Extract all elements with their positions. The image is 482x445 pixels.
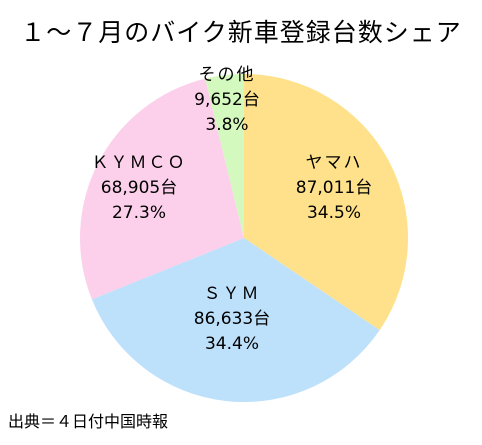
pie-slice-1 bbox=[244, 74, 408, 331]
pie-slice-3 bbox=[79, 78, 244, 300]
pie-labels: ヤマハ 87,011台 34.5% ＳＹＭ 86,633台 34.4% ＫＹＭＣＯ 68,90… bbox=[92, 65, 373, 354]
slice-units-label: 87,011台 bbox=[296, 178, 372, 198]
source-note: 出典＝４日付中国時報 bbox=[8, 412, 169, 431]
pie-slice-2 bbox=[91, 238, 380, 402]
slice-units-label: 9,652台 bbox=[194, 90, 260, 110]
slice-percent-label: 34.4% bbox=[205, 334, 259, 354]
slice-percent-label: 34.5% bbox=[307, 203, 361, 223]
slice-units-label: 86,633台 bbox=[194, 309, 270, 329]
pie-slices bbox=[79, 74, 408, 402]
slice-name-label: ＫＹＭＣＯ bbox=[92, 153, 187, 173]
slice-units-label: 68,905台 bbox=[101, 178, 177, 198]
slice-name-label: ＳＹＭ bbox=[204, 284, 261, 304]
slice-name-label: その他 bbox=[199, 65, 256, 85]
chart-title: １～７月のバイク新車登録台数シェア bbox=[20, 18, 462, 47]
slice-name-label: ヤマハ bbox=[306, 153, 363, 173]
slice-percent-label: 27.3% bbox=[112, 203, 166, 223]
pie-slice-4 bbox=[205, 74, 244, 238]
slice-percent-label: 3.8% bbox=[205, 115, 248, 135]
